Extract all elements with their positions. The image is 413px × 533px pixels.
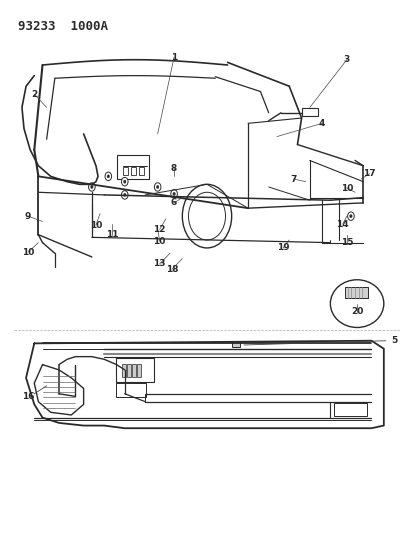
Circle shape [123, 193, 126, 197]
Text: 5: 5 [390, 336, 396, 345]
Text: 8: 8 [171, 164, 177, 173]
Text: 9: 9 [25, 212, 31, 221]
Text: 4: 4 [318, 119, 325, 128]
Text: 10: 10 [153, 237, 166, 246]
Circle shape [171, 190, 177, 198]
Text: 10: 10 [340, 183, 352, 192]
Text: 12: 12 [153, 225, 166, 234]
Circle shape [154, 183, 161, 191]
Text: 17: 17 [362, 169, 375, 178]
Text: 19: 19 [276, 244, 289, 253]
FancyBboxPatch shape [344, 287, 367, 298]
FancyBboxPatch shape [116, 383, 145, 397]
Text: 10: 10 [22, 248, 34, 257]
FancyBboxPatch shape [116, 155, 149, 179]
FancyBboxPatch shape [137, 364, 141, 377]
FancyBboxPatch shape [122, 364, 126, 377]
FancyBboxPatch shape [132, 364, 136, 377]
FancyBboxPatch shape [334, 403, 366, 416]
Text: 10: 10 [90, 221, 102, 230]
FancyBboxPatch shape [231, 341, 239, 347]
Circle shape [121, 191, 128, 199]
Text: 13: 13 [153, 260, 166, 268]
Circle shape [121, 177, 128, 186]
Circle shape [107, 175, 109, 178]
Ellipse shape [330, 280, 383, 327]
Circle shape [349, 215, 351, 217]
Text: 11: 11 [106, 230, 119, 239]
FancyBboxPatch shape [122, 167, 127, 175]
Text: 6: 6 [171, 198, 177, 207]
FancyBboxPatch shape [301, 108, 317, 116]
Circle shape [156, 185, 159, 189]
Text: 93233  1000A: 93233 1000A [18, 20, 107, 33]
Text: 20: 20 [350, 307, 362, 316]
Text: 7: 7 [290, 174, 296, 183]
Text: 1: 1 [171, 53, 177, 62]
Text: 2: 2 [31, 90, 37, 99]
Text: 16: 16 [22, 392, 34, 401]
Text: 18: 18 [165, 265, 178, 273]
Circle shape [90, 185, 93, 189]
Circle shape [173, 192, 175, 196]
FancyBboxPatch shape [115, 358, 154, 382]
FancyBboxPatch shape [131, 167, 135, 175]
Text: 14: 14 [336, 220, 348, 229]
Text: 15: 15 [340, 238, 352, 247]
Circle shape [347, 212, 354, 220]
Circle shape [105, 172, 112, 181]
Text: 3: 3 [343, 55, 349, 64]
FancyBboxPatch shape [127, 364, 131, 377]
FancyBboxPatch shape [139, 167, 144, 175]
Circle shape [88, 183, 95, 191]
Circle shape [123, 180, 126, 183]
